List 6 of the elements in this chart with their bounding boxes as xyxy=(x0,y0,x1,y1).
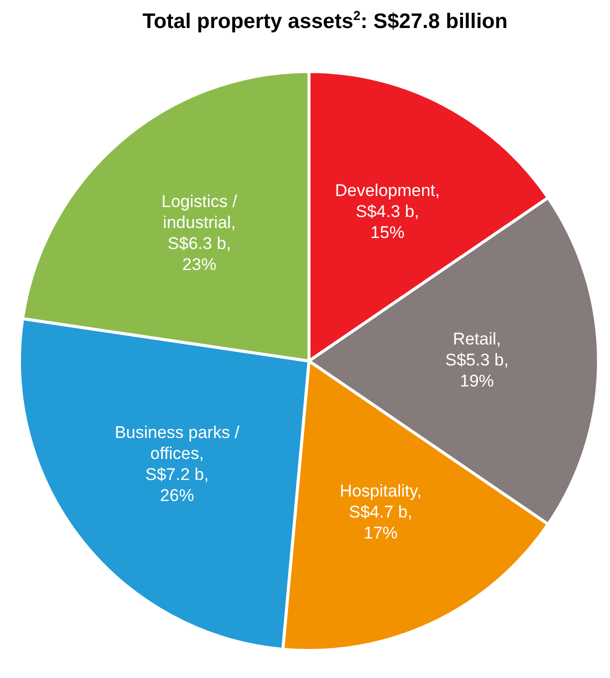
slice-label: Hospitality, S$4.7 b, 17% xyxy=(340,482,422,543)
slice-label: Business parks / offices, S$7.2 b, 26% xyxy=(114,423,240,506)
slice-label: Development, S$4.3 b, 15% xyxy=(334,181,440,242)
slice-label: Retail, S$5.3 b, 19% xyxy=(445,330,509,391)
chart-title: Total property assets$^{2}$: S$27.8 billion xyxy=(141,8,509,34)
slice-label: Logistics / industrial, S$6.3 b, 23% xyxy=(162,192,238,274)
